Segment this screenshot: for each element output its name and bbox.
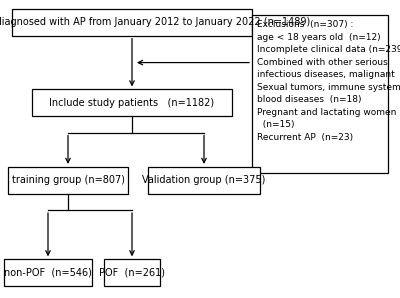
Text: Include study patients   (n=1182): Include study patients (n=1182) <box>50 98 214 108</box>
Bar <box>12 9 252 36</box>
Text: training group (n=807): training group (n=807) <box>12 175 124 185</box>
Text: non-POF  (n=546): non-POF (n=546) <box>4 268 92 278</box>
Bar <box>32 89 232 116</box>
Bar <box>104 259 160 286</box>
Text: POF  (n=261): POF (n=261) <box>99 268 165 278</box>
Text: Exclusions  (n=307) :
age < 18 years old  (n=12)
Incomplete clinical data (n=239: Exclusions (n=307) : age < 18 years old … <box>257 20 400 142</box>
Bar <box>4 259 92 286</box>
Bar <box>148 167 260 194</box>
Text: Validation group (n=375): Validation group (n=375) <box>142 175 266 185</box>
Bar <box>252 15 388 173</box>
Bar <box>8 167 128 194</box>
Text: Patients diagnosed with AP from January 2012 to January 2022 (n=1489): Patients diagnosed with AP from January … <box>0 17 311 27</box>
